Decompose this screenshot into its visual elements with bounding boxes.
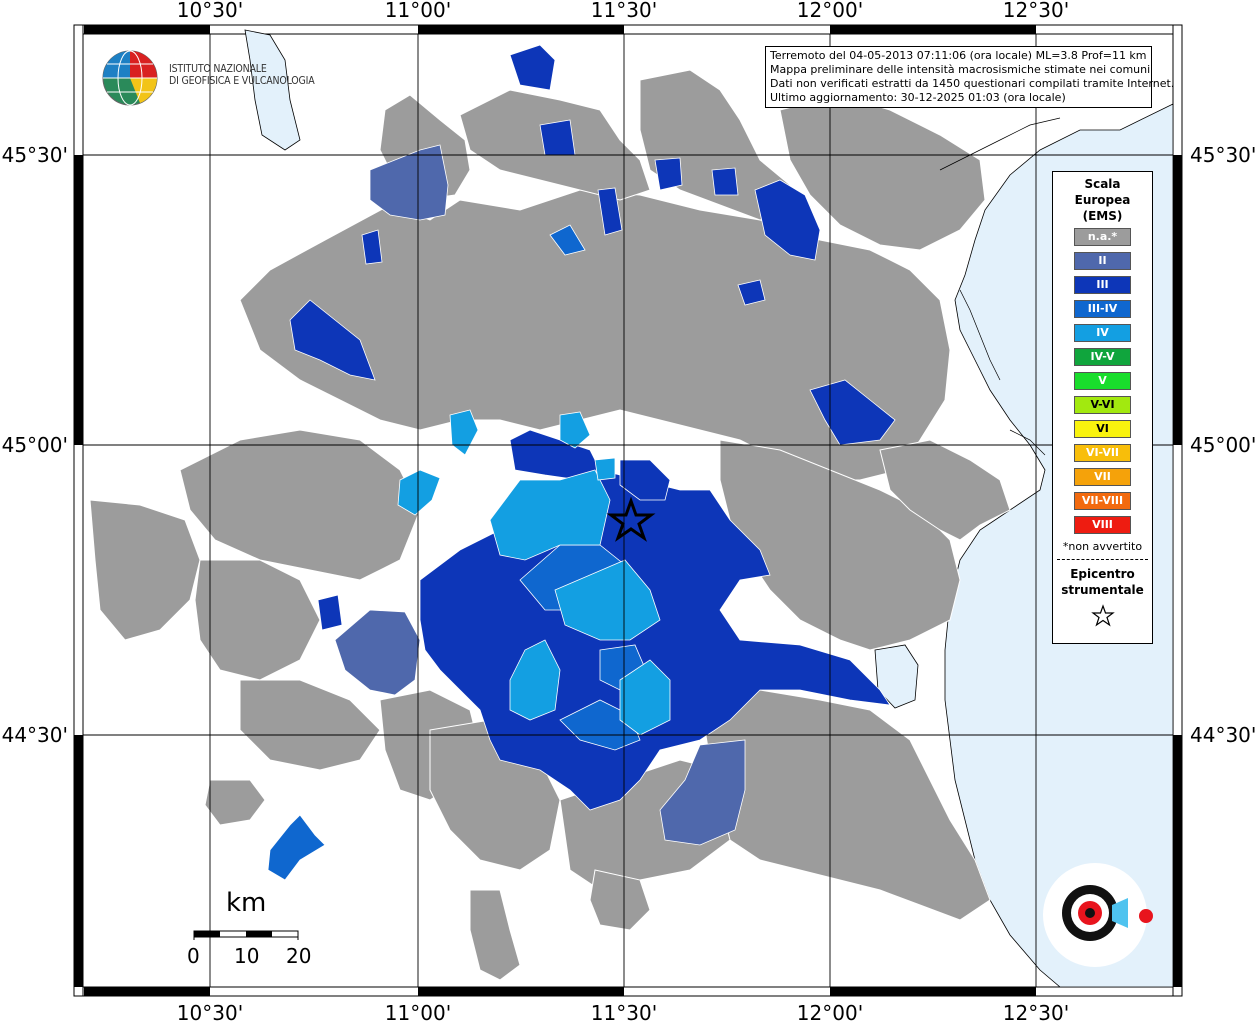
municipalities-intensity-ii	[334, 144, 746, 846]
coast-lagoon-detail	[939, 117, 1061, 456]
lon-label: 12°30'	[1003, 1001, 1069, 1024]
lon-label: 12°00'	[797, 0, 863, 22]
scale-label: 10	[234, 944, 260, 968]
lon-label: 12°30'	[1003, 0, 1069, 22]
legend-swatch: IV	[1074, 324, 1131, 342]
legend-title-line: Europea	[1074, 193, 1131, 207]
longitude-labels-bottom: 10°30' 11°00' 11°30' 12°00' 12°30'	[177, 1001, 1069, 1024]
lake-garda	[244, 29, 301, 151]
institute-name-line1: ISTITUTO NAZIONALE	[169, 63, 267, 75]
legend-swatch: V-VI	[1074, 396, 1131, 414]
legend-note: *non avvertito	[1062, 540, 1143, 553]
institute-name: ISTITUTO NAZIONALE DI GEOFISICA E VULCAN…	[169, 63, 315, 87]
legend-swatch: III	[1074, 276, 1131, 294]
legend-divider	[1057, 559, 1148, 560]
legend-title-line: (EMS)	[1082, 209, 1123, 223]
legend-swatch: III-IV	[1074, 300, 1131, 318]
institute-name-line2: DI GEOFISICA E VULCANOLOGIA	[169, 75, 315, 87]
lat-label: 45°30'	[2, 143, 68, 167]
lat-label: 44°30'	[1190, 723, 1255, 747]
event-info-box: Terremoto del 04-05-2013 07:11:06 (ora l…	[765, 46, 1175, 108]
legend-swatch: VIII	[1074, 516, 1131, 534]
lon-label: 10°30'	[177, 0, 243, 22]
legend-swatch: VI	[1074, 420, 1131, 438]
info-line-updated: Ultimo aggiornamento: 30-12-2025 01:03 (…	[770, 91, 1066, 104]
legend-epicenter-line: strumentale	[1061, 583, 1144, 597]
lon-label: 11°30'	[591, 0, 657, 22]
longitude-labels-top: 10°30' 11°00' 11°30' 12°00' 12°30'	[177, 0, 1069, 22]
scale-label: 20	[286, 944, 312, 968]
legend-swatch: II	[1074, 252, 1131, 270]
legend-swatch: n.a.*	[1074, 228, 1131, 246]
lon-label: 11°30'	[591, 1001, 657, 1024]
scale-bar	[193, 930, 299, 940]
haisentito-logo-icon	[1043, 863, 1153, 967]
legend-swatch: V	[1074, 372, 1131, 390]
scale-unit: km	[226, 888, 267, 918]
ems-legend: Scala Europea (EMS) n.a.* II III III-IV IV IV…	[1052, 171, 1153, 644]
graticule	[83, 34, 1173, 987]
legend-swatch: VII	[1074, 468, 1131, 486]
legend-title: Scala Europea (EMS)	[1053, 176, 1152, 224]
info-line-event: Terremoto del 04-05-2013 07:11:06 (ora l…	[770, 49, 1147, 62]
legend-swatch: VII-VIII	[1074, 492, 1131, 510]
latitude-labels-left: 45°30' 45°00' 44°30'	[2, 143, 68, 747]
epicenter-star-icon	[606, 496, 656, 542]
legend-star-icon	[1090, 604, 1115, 627]
legend-epicenter-title: Epicentro strumentale	[1053, 566, 1152, 598]
legend-swatch: IV-V	[1074, 348, 1131, 366]
ingv-logo-icon	[102, 50, 158, 106]
scale-label: 0	[187, 944, 200, 968]
legend-swatches: n.a.* II III III-IV IV IV-V V V-VI VI VI-VII VII VI…	[1053, 228, 1152, 534]
lat-label: 45°30'	[1190, 143, 1255, 167]
lat-label: 45°00'	[2, 433, 68, 457]
legend-swatch: VI-VII	[1074, 444, 1131, 462]
municipalities-intensity-iv	[397, 409, 671, 736]
lon-label: 11°00'	[385, 1001, 451, 1024]
lon-label: 12°00'	[797, 1001, 863, 1024]
lat-label: 44°30'	[2, 723, 68, 747]
legend-epicenter-line: Epicentro	[1070, 567, 1135, 581]
info-line-description: Mappa preliminare delle intensità macros…	[770, 63, 1151, 76]
latitude-labels-right: 45°30' 45°00' 44°30'	[1190, 143, 1255, 747]
lon-label: 10°30'	[177, 1001, 243, 1024]
legend-title-line: Scala	[1084, 177, 1121, 191]
info-line-source: Dati non verificati estratti da 1450 que…	[770, 77, 1175, 90]
lat-label: 45°00'	[1190, 433, 1255, 457]
lon-label: 11°00'	[385, 0, 451, 22]
